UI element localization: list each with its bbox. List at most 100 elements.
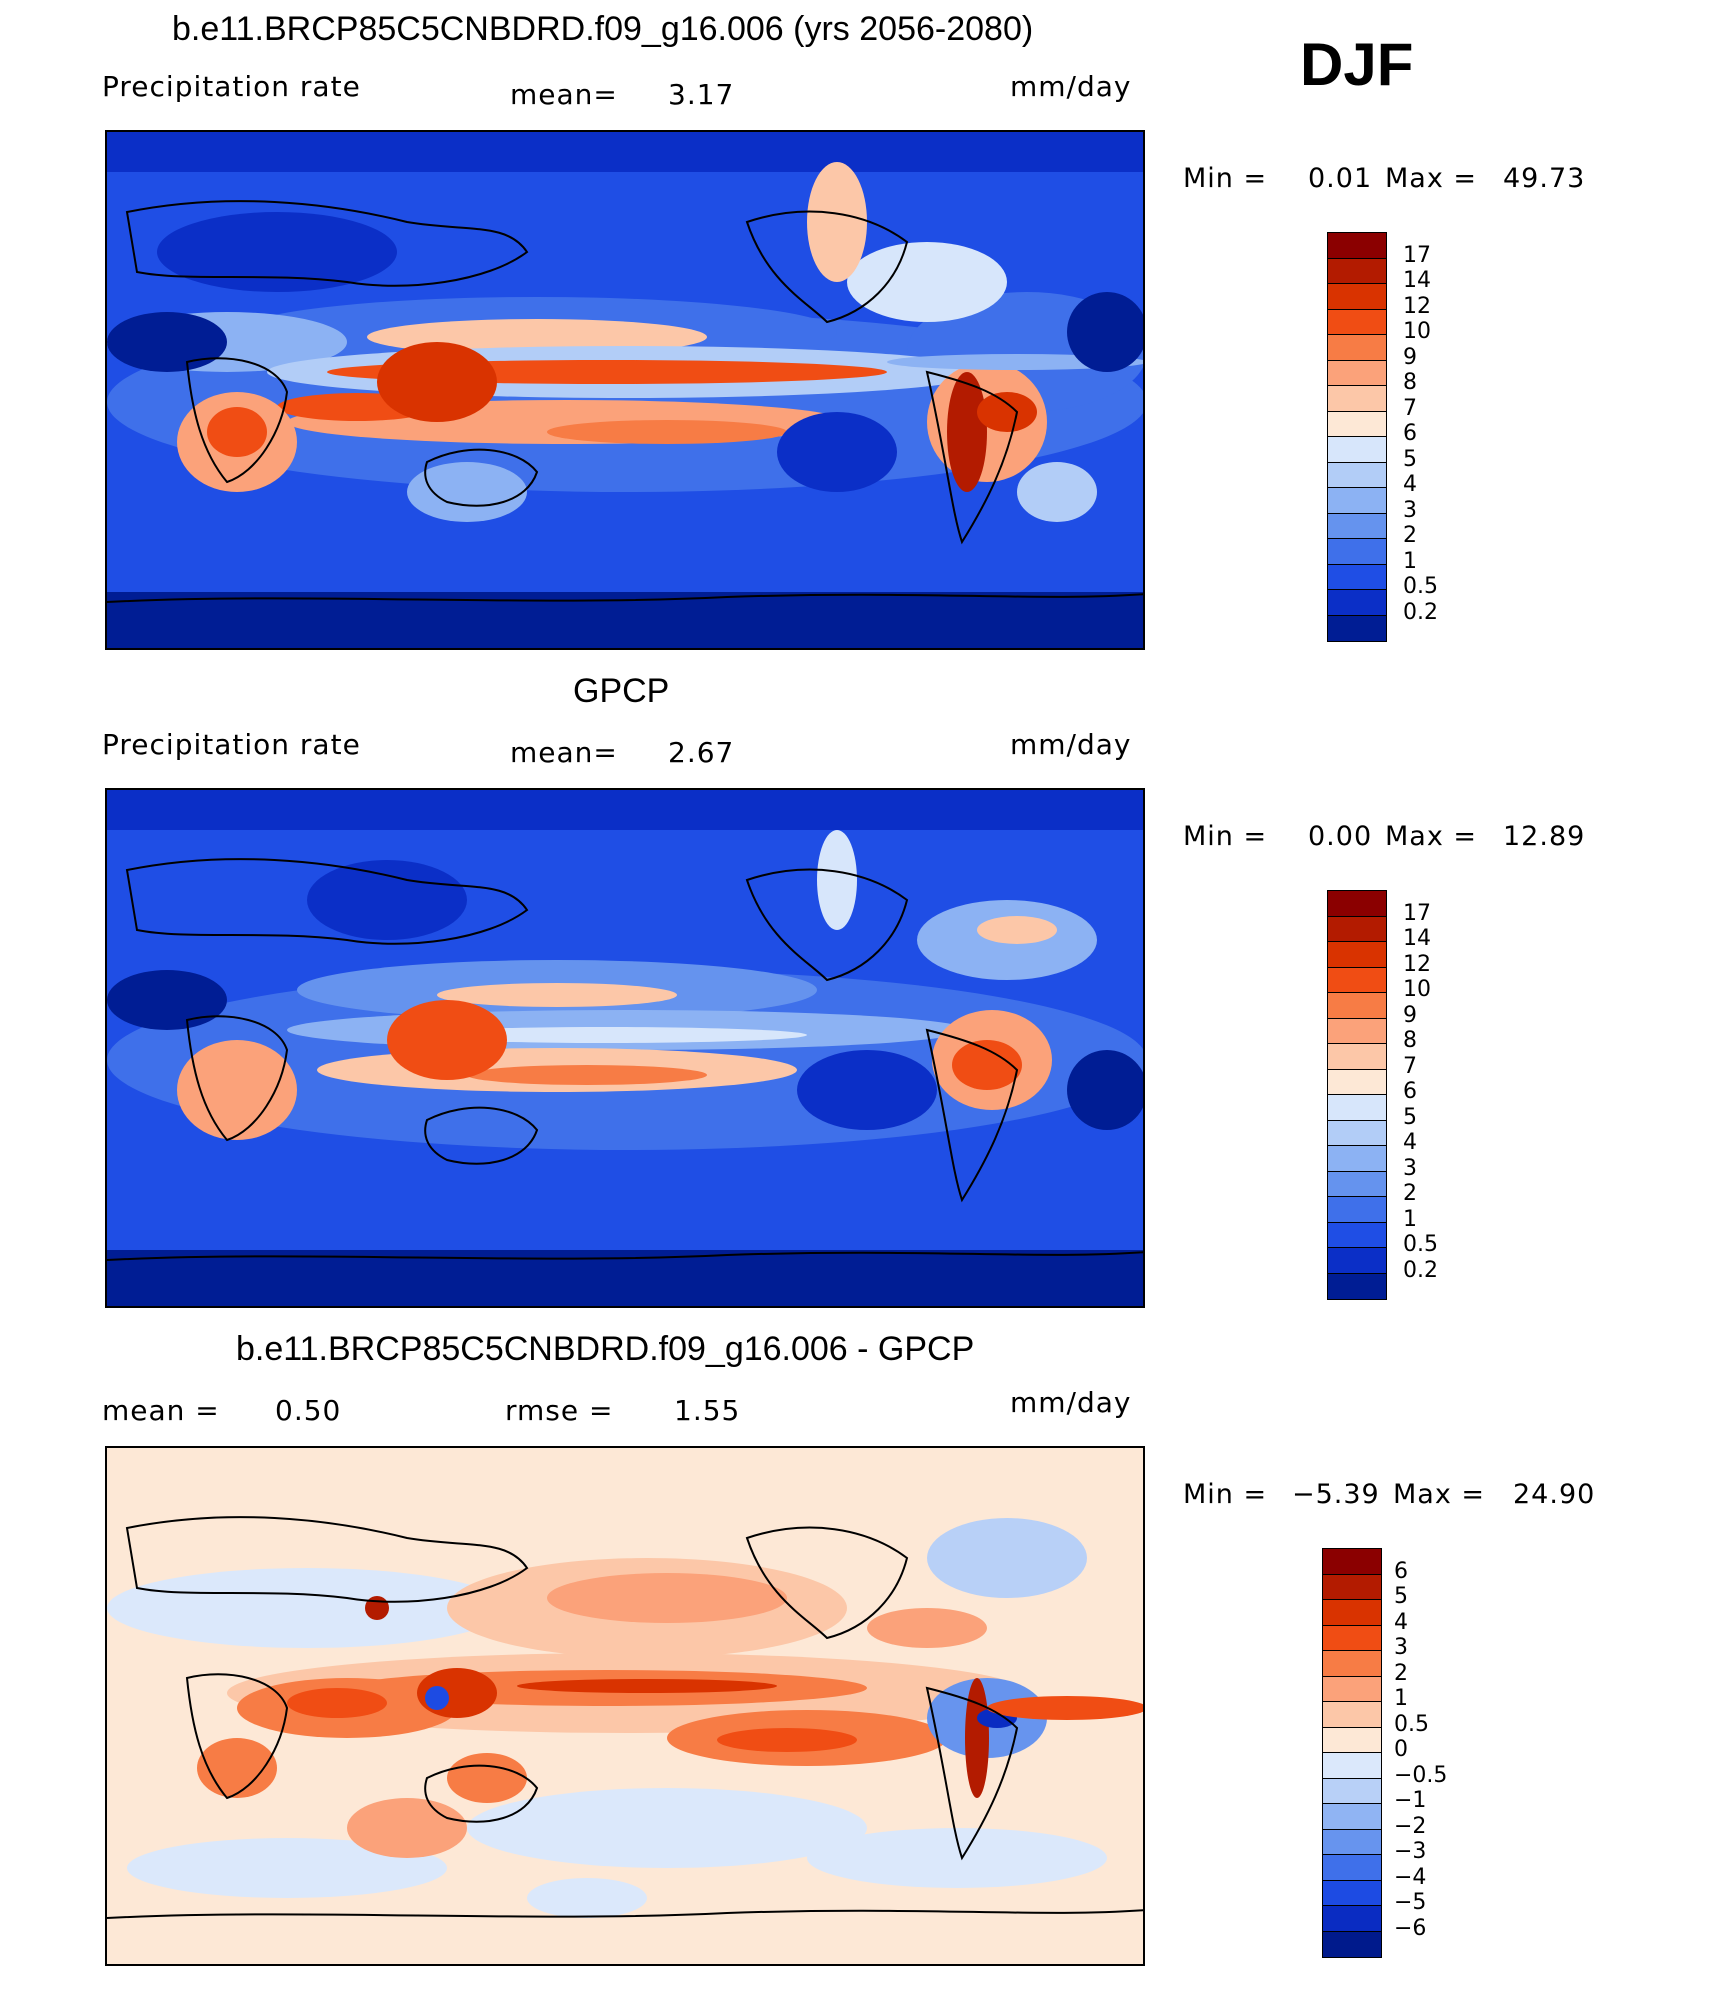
colorbar-level-label: 8 bbox=[1403, 370, 1417, 395]
panel-3-min-value: −5.39 bbox=[1292, 1479, 1380, 1510]
panel-1-mean-value: 3.17 bbox=[668, 78, 735, 111]
colorbar-swatch bbox=[1328, 309, 1386, 335]
colorbar-swatch bbox=[1328, 488, 1386, 514]
panel-3-units: mm/day bbox=[1010, 1386, 1132, 1419]
panel-2-map bbox=[105, 788, 1145, 1308]
colorbar-swatch bbox=[1328, 437, 1386, 463]
colorbar-swatch bbox=[1323, 1753, 1381, 1779]
colorbar-level-label: 5 bbox=[1394, 1584, 1408, 1609]
colorbar-level-label: 8 bbox=[1403, 1028, 1417, 1053]
panel-3-mean-label: mean = bbox=[102, 1394, 220, 1427]
colorbar-level-label: 1 bbox=[1403, 548, 1417, 574]
colorbar-level-label: 0.2 bbox=[1403, 1257, 1438, 1283]
colorbar-swatch bbox=[1323, 1651, 1381, 1677]
colorbar-level-label: 4 bbox=[1394, 1609, 1408, 1635]
panel-1-colorbar-swatches bbox=[1327, 232, 1387, 642]
colorbar-swatch bbox=[1328, 891, 1386, 917]
colorbar-level-label: 9 bbox=[1403, 344, 1417, 370]
panel-3-map bbox=[105, 1446, 1145, 1966]
colorbar-level-label: 12 bbox=[1403, 951, 1431, 977]
colorbar-swatch bbox=[1328, 967, 1386, 993]
panel-3-map-field bbox=[107, 1448, 1143, 1964]
colorbar-swatch bbox=[1328, 942, 1386, 968]
panel-1-min-value: 0.01 bbox=[1308, 163, 1373, 194]
panel-3-rmse-value: 1.55 bbox=[674, 1394, 741, 1427]
panel-1-map-field bbox=[107, 132, 1143, 648]
colorbar-swatch bbox=[1323, 1931, 1381, 1957]
colorbar-swatch bbox=[1328, 1273, 1386, 1299]
colorbar-swatch bbox=[1323, 1702, 1381, 1728]
panel-3-max-value: 24.90 bbox=[1513, 1479, 1596, 1510]
colorbar-swatch bbox=[1328, 233, 1386, 259]
colorbar-level-label: 2 bbox=[1403, 523, 1417, 548]
season-label: DJF bbox=[1300, 31, 1414, 98]
colorbar-swatch bbox=[1328, 564, 1386, 590]
colorbar-level-label: 3 bbox=[1403, 1155, 1417, 1181]
panel-2-units: mm/day bbox=[1010, 728, 1132, 761]
colorbar-level-label: −6 bbox=[1394, 1915, 1427, 1941]
colorbar-level-label: 3 bbox=[1394, 1635, 1408, 1660]
panel-3-colorbar-swatches bbox=[1322, 1548, 1382, 1958]
colorbar-level-label: 7 bbox=[1403, 395, 1417, 421]
colorbar-level-label: 1 bbox=[1394, 1686, 1408, 1711]
colorbar-level-label: 0.5 bbox=[1394, 1711, 1429, 1737]
colorbar-swatch bbox=[1328, 916, 1386, 942]
panel-2-colorbar: 17 14 12 10 9 8 7 6 5 4 3 2 1 0.5 0.2 bbox=[1327, 890, 1467, 1300]
panel-3-min-label: Min = bbox=[1183, 1479, 1268, 1510]
colorbar-level-label: 17 bbox=[1403, 242, 1431, 268]
colorbar-swatch bbox=[1323, 1727, 1381, 1753]
colorbar-level-label: 0.5 bbox=[1403, 574, 1438, 599]
colorbar-level-label: 0.5 bbox=[1403, 1232, 1438, 1257]
colorbar-level-label: 5 bbox=[1403, 446, 1417, 472]
panel-2-min-label: Min = bbox=[1183, 821, 1268, 852]
colorbar-level-label: 1 bbox=[1403, 1206, 1417, 1232]
colorbar-swatch bbox=[1328, 1044, 1386, 1070]
colorbar-swatch bbox=[1328, 513, 1386, 539]
colorbar-swatch bbox=[1328, 1120, 1386, 1146]
colorbar-swatch bbox=[1323, 1574, 1381, 1600]
colorbar-level-label: 10 bbox=[1403, 319, 1431, 344]
colorbar-level-label: 0.2 bbox=[1403, 599, 1438, 625]
colorbar-swatch bbox=[1328, 360, 1386, 386]
colorbar-swatch bbox=[1323, 1829, 1381, 1855]
colorbar-swatch bbox=[1328, 258, 1386, 284]
colorbar-swatch bbox=[1328, 539, 1386, 565]
colorbar-swatch bbox=[1323, 1676, 1381, 1702]
colorbar-level-label: −2 bbox=[1394, 1813, 1427, 1839]
colorbar-swatch bbox=[1328, 615, 1386, 641]
colorbar-swatch bbox=[1323, 1600, 1381, 1626]
panel-2-mean-value: 2.67 bbox=[668, 736, 735, 769]
colorbar-swatch bbox=[1328, 462, 1386, 488]
colorbar-swatch bbox=[1328, 1248, 1386, 1274]
colorbar-level-label: 6 bbox=[1403, 1079, 1417, 1104]
colorbar-swatch bbox=[1323, 1906, 1381, 1932]
panel-1-mean-label: mean= bbox=[510, 78, 618, 111]
panel-1-min-label: Min = bbox=[1183, 163, 1268, 194]
panel-2-title: GPCP bbox=[573, 672, 670, 710]
colorbar-swatch bbox=[1328, 1095, 1386, 1121]
colorbar-swatch bbox=[1328, 590, 1386, 616]
colorbar-level-label: 6 bbox=[1403, 421, 1417, 446]
colorbar-level-label: 14 bbox=[1403, 926, 1431, 951]
colorbar-level-label: −0.5 bbox=[1394, 1762, 1448, 1788]
panel-2-colorbar-swatches bbox=[1327, 890, 1387, 1300]
panel-2-colorbar-ticks: 17 14 12 10 9 8 7 6 5 4 3 2 1 0.5 0.2 bbox=[1327, 890, 1467, 1300]
colorbar-swatch bbox=[1328, 411, 1386, 437]
colorbar-level-label: 14 bbox=[1403, 268, 1431, 293]
colorbar-swatch bbox=[1323, 1880, 1381, 1906]
panel-3-title: b.e11.BRCP85C5CNBDRD.f09_g16.006 - GPCP bbox=[236, 1330, 975, 1368]
colorbar-swatch bbox=[1328, 386, 1386, 412]
colorbar-swatch bbox=[1328, 1069, 1386, 1095]
colorbar-swatch bbox=[1328, 993, 1386, 1019]
colorbar-swatch bbox=[1323, 1549, 1381, 1575]
colorbar-level-label: 5 bbox=[1403, 1104, 1417, 1130]
colorbar-swatch bbox=[1328, 1171, 1386, 1197]
colorbar-level-label: 0 bbox=[1394, 1737, 1408, 1762]
colorbar-level-label: 6 bbox=[1394, 1558, 1408, 1584]
colorbar-level-label: 3 bbox=[1403, 497, 1417, 523]
panel-1-max-value: 49.73 bbox=[1503, 163, 1586, 194]
panel-1-max-label: Max = bbox=[1385, 163, 1478, 194]
panel-1-colorbar-ticks: 17 14 12 10 9 8 7 6 5 4 3 2 1 0.5 0.2 bbox=[1327, 232, 1467, 642]
panel-2-max-value: 12.89 bbox=[1503, 821, 1586, 852]
colorbar-swatch bbox=[1328, 1146, 1386, 1172]
